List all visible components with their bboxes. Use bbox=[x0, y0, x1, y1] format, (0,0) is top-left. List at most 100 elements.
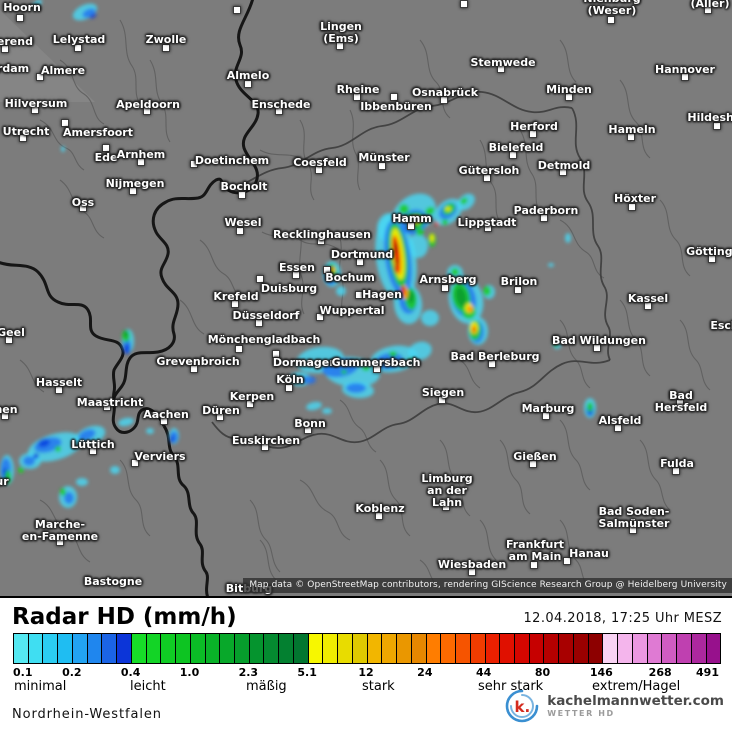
city-marker bbox=[542, 412, 550, 420]
city-label: Bad Wildungen bbox=[552, 334, 646, 347]
city-label: Ede bbox=[94, 151, 118, 164]
precip-cell bbox=[414, 217, 418, 221]
thin-border-path bbox=[559, 319, 591, 389]
precip-cell bbox=[402, 285, 404, 291]
city-marker bbox=[244, 80, 252, 88]
scale-tick-label: 5.1 bbox=[297, 666, 317, 679]
city-marker bbox=[373, 365, 381, 373]
city-marker bbox=[704, 6, 712, 14]
city-label: Amersfoort bbox=[63, 126, 133, 139]
city-label: Hannover bbox=[655, 63, 715, 76]
city-marker bbox=[317, 237, 325, 245]
thin-border-path bbox=[349, 109, 361, 191]
city-label: Hamm bbox=[392, 212, 432, 225]
city-label: (Aller) bbox=[690, 0, 730, 10]
city-label: Wuppertal bbox=[319, 304, 385, 317]
precip-cell bbox=[425, 206, 435, 216]
city-label: ur bbox=[0, 475, 9, 488]
city-label: Hameln bbox=[608, 123, 656, 136]
scale-tick-label: 80 bbox=[534, 666, 551, 679]
colorbar-segment bbox=[323, 634, 339, 663]
city-marker bbox=[5, 336, 13, 344]
radar-coverage-wedge bbox=[0, 10, 95, 102]
colorbar-segment bbox=[618, 634, 633, 663]
city-marker bbox=[353, 93, 361, 101]
precip-cell bbox=[472, 328, 476, 332]
thin-border-path bbox=[619, 299, 651, 377]
colorbar-segment bbox=[603, 634, 619, 663]
city-marker bbox=[672, 467, 680, 475]
map-attribution: Map data © OpenStreetMap contributors, r… bbox=[243, 578, 732, 593]
city-marker bbox=[162, 44, 170, 52]
city-label: Rheine bbox=[336, 83, 380, 96]
city-marker bbox=[483, 174, 491, 182]
city-marker bbox=[607, 16, 615, 24]
precip-cell bbox=[322, 358, 358, 378]
precip-cell bbox=[455, 287, 467, 307]
colorbar-segment bbox=[249, 634, 265, 663]
color-scale-bar bbox=[13, 633, 721, 664]
colorbar-segment bbox=[456, 634, 471, 663]
city-marker bbox=[627, 133, 635, 141]
precip-cell bbox=[467, 306, 473, 312]
precip-cell bbox=[302, 376, 316, 384]
city-label: Doetinchem bbox=[194, 154, 270, 167]
city-label: Lingen (Ems) bbox=[320, 20, 362, 45]
city-label: Oss bbox=[71, 196, 95, 209]
brand[interactable]: k. kachelmannwetter.com WETTER HD bbox=[504, 688, 724, 724]
city-marker bbox=[190, 160, 198, 168]
thin-border-path bbox=[659, 199, 691, 277]
city-label: Paderborn bbox=[513, 204, 579, 217]
colorbar-segment bbox=[205, 634, 221, 663]
city-label: Grevenbroich bbox=[156, 355, 240, 368]
city-marker bbox=[129, 187, 137, 195]
thin-border-path bbox=[519, 129, 541, 213]
city-marker bbox=[61, 119, 69, 127]
precip-cell bbox=[435, 222, 439, 226]
brand-name[interactable]: kachelmannwetter.com bbox=[547, 692, 724, 709]
precip-cell bbox=[38, 438, 50, 448]
city-marker bbox=[16, 14, 24, 22]
city-label: Bad Soden- Salmünster bbox=[598, 505, 670, 530]
city-label: Münster bbox=[358, 151, 410, 164]
scale-tick-label: 12 bbox=[358, 666, 374, 679]
precip-cell bbox=[336, 286, 346, 296]
colorbar-segment bbox=[632, 634, 648, 663]
city-label: Coesfeld bbox=[293, 156, 347, 169]
colorbar-segment bbox=[293, 634, 309, 663]
city-marker bbox=[323, 266, 331, 274]
thin-border-path bbox=[249, 499, 281, 573]
colorbar-segment bbox=[691, 634, 707, 663]
intensity-category-label: mäßig bbox=[246, 679, 287, 694]
colorbar-segment bbox=[426, 634, 442, 663]
country-borders bbox=[0, 0, 260, 596]
city-marker bbox=[644, 302, 652, 310]
colorbar-segment bbox=[352, 634, 368, 663]
district-borders bbox=[19, 19, 711, 589]
precip-cell bbox=[389, 351, 397, 357]
colorbar-segment bbox=[500, 634, 515, 663]
city-label: Marburg bbox=[521, 402, 575, 415]
colorbar-segment bbox=[117, 634, 132, 663]
city-marker bbox=[629, 526, 637, 534]
city-label: Apeldoorn bbox=[116, 98, 180, 111]
city-marker bbox=[315, 166, 323, 174]
city-label: Nienburg (Weser) bbox=[583, 0, 640, 17]
city-marker bbox=[336, 42, 344, 50]
precip-cell bbox=[341, 370, 347, 374]
city-marker bbox=[285, 384, 293, 392]
precip-cell bbox=[60, 488, 66, 496]
city-marker bbox=[55, 386, 63, 394]
country-border-path bbox=[111, 0, 260, 434]
city-label: Zwolle bbox=[145, 33, 187, 46]
city-label: Wesel bbox=[224, 216, 262, 229]
colorbar-segment bbox=[102, 634, 118, 663]
city-label: Almelo bbox=[226, 69, 270, 82]
map-canvas bbox=[0, 0, 711, 596]
city-marker bbox=[246, 400, 254, 408]
thin-border-path bbox=[559, 39, 577, 83]
colorbar-segment bbox=[58, 634, 73, 663]
colorbar-segment bbox=[559, 634, 574, 663]
legend-title: Radar HD (mm/h) bbox=[12, 604, 237, 630]
